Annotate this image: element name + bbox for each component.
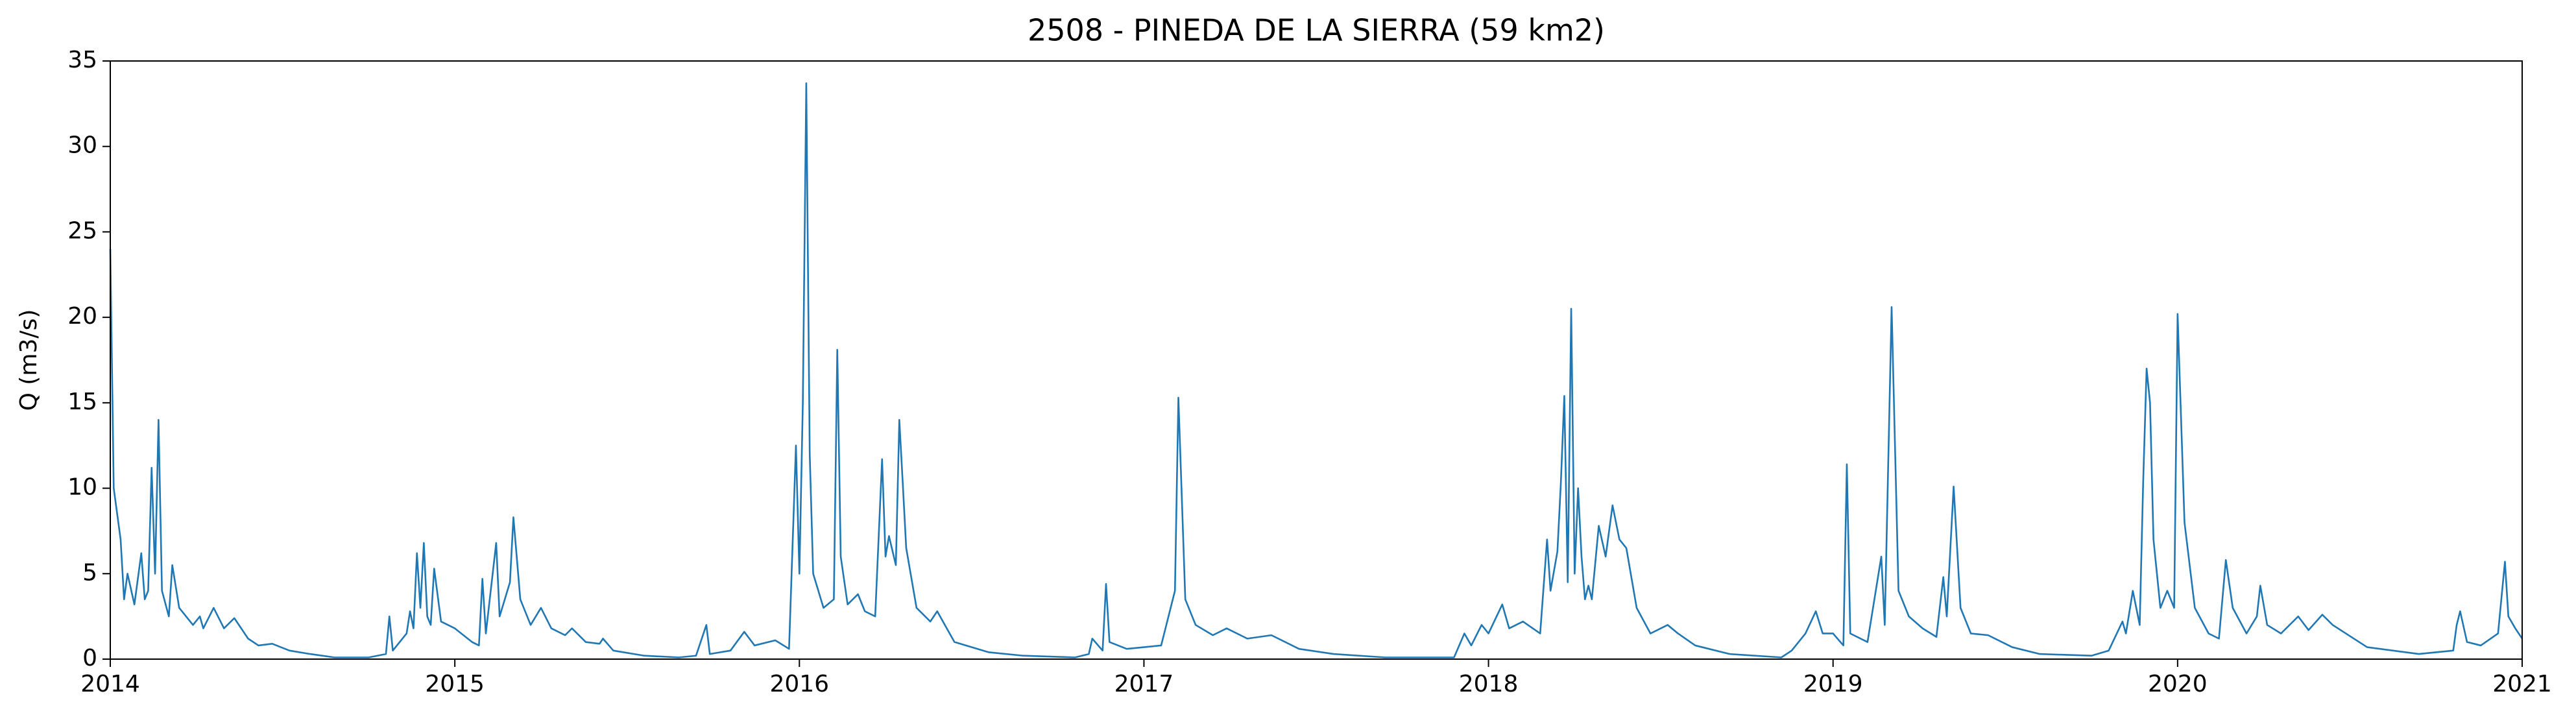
plot-frame bbox=[110, 60, 2523, 660]
y-tick-label: 5 bbox=[82, 559, 97, 586]
y-tick-label: 15 bbox=[67, 389, 97, 415]
x-tick-label: 2015 bbox=[425, 671, 485, 697]
x-tick-label: 2019 bbox=[1803, 671, 1863, 697]
y-tick-label: 10 bbox=[67, 474, 97, 501]
x-tick-label: 2017 bbox=[1114, 671, 1174, 697]
data-line bbox=[109, 82, 2523, 658]
x-tick-label: 2020 bbox=[2148, 671, 2208, 697]
x-tick-label: 2014 bbox=[80, 671, 140, 697]
x-tick-label: 2018 bbox=[1459, 671, 1519, 697]
y-tick-label: 0 bbox=[82, 645, 97, 671]
y-axis-label: Q (m3/s) bbox=[16, 309, 42, 411]
x-tick-label: 2021 bbox=[2492, 671, 2552, 697]
chart-title: 2508 - PINEDA DE LA SIERRA (59 km2) bbox=[1028, 13, 1605, 48]
y-tick-label: 20 bbox=[67, 303, 97, 330]
y-tick-label: 25 bbox=[67, 217, 97, 244]
y-tick-label: 35 bbox=[67, 47, 97, 73]
x-tick-label: 2016 bbox=[769, 671, 829, 697]
y-tick-label: 30 bbox=[67, 132, 97, 159]
